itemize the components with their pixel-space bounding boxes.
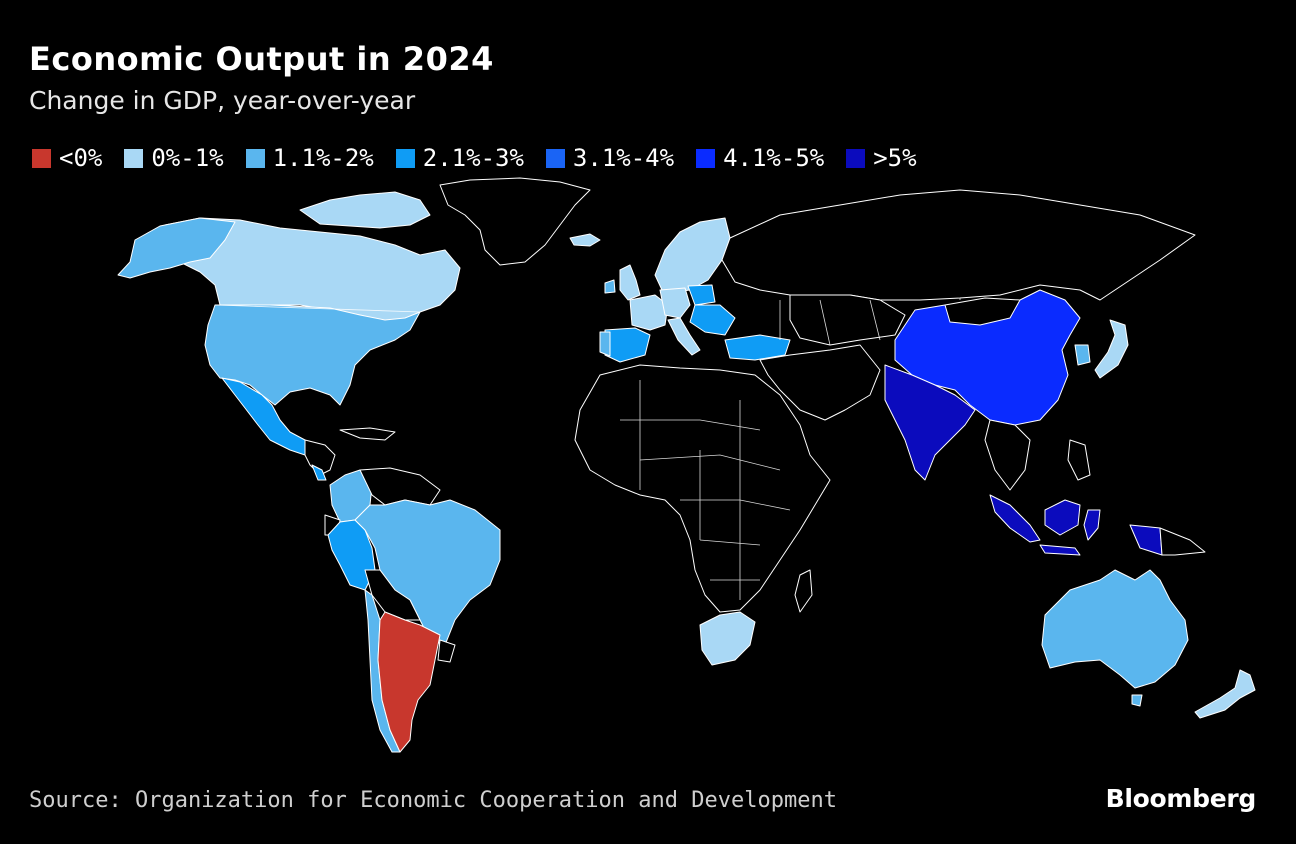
legend: <0% 0%-1% 1.1%-2% 2.1%-3% 3.1%-4% 4.1%-5… bbox=[32, 144, 939, 172]
region-mongolia bbox=[944, 297, 1021, 326]
region-indonesia-java bbox=[1039, 544, 1081, 556]
legend-label: 3.1%-4% bbox=[572, 144, 675, 172]
chart-title: Economic Output in 2024 bbox=[29, 40, 494, 78]
region-united-kingdom bbox=[619, 264, 641, 301]
region-southeast-asia bbox=[984, 419, 1031, 491]
region-australia bbox=[1041, 569, 1189, 689]
region-new-zealand bbox=[1194, 669, 1256, 719]
region-indonesia-borneo bbox=[1044, 499, 1081, 536]
region-africa bbox=[574, 364, 831, 613]
region-central-asia bbox=[789, 294, 906, 346]
region-indonesia-sumatra bbox=[989, 494, 1041, 543]
country-borders bbox=[214, 298, 961, 600]
world-map bbox=[117, 177, 1256, 753]
legend-item-2-3: 2.1%-3% bbox=[395, 144, 524, 172]
region-south-africa bbox=[699, 611, 756, 666]
legend-swatch bbox=[696, 148, 716, 168]
legend-item-1-2: 1.1%-2% bbox=[245, 144, 374, 172]
legend-swatch bbox=[32, 148, 51, 168]
legend-label: 0%-1% bbox=[151, 144, 224, 172]
region-philippines bbox=[1067, 439, 1091, 481]
region-russia bbox=[721, 189, 1196, 301]
region-caribbean bbox=[339, 427, 396, 441]
legend-item-3-4: 3.1%-4% bbox=[545, 144, 675, 172]
region-portugal bbox=[599, 331, 611, 357]
legend-item-over-5: >5% bbox=[846, 144, 917, 172]
region-brazil bbox=[354, 499, 501, 646]
legend-item-0-1: 0%-1% bbox=[124, 144, 224, 172]
region-uruguay bbox=[437, 639, 456, 663]
legend-swatch bbox=[545, 148, 565, 168]
legend-swatch bbox=[124, 148, 144, 168]
region-indonesia-papua bbox=[1129, 524, 1163, 556]
region-alaska bbox=[117, 217, 236, 279]
legend-swatch bbox=[846, 148, 866, 168]
region-indonesia-sulawesi bbox=[1083, 509, 1101, 541]
region-greenland bbox=[439, 177, 591, 266]
region-scandinavia bbox=[654, 217, 731, 293]
legend-swatch bbox=[245, 148, 265, 168]
chart-subtitle: Change in GDP, year-over-year bbox=[29, 86, 416, 115]
region-canada-islands bbox=[299, 191, 431, 229]
legend-label: >5% bbox=[873, 144, 917, 172]
region-united-states bbox=[204, 304, 421, 406]
region-argentina bbox=[377, 611, 441, 753]
legend-item-4-5: 4.1%-5% bbox=[696, 144, 824, 172]
region-iceland bbox=[569, 233, 601, 247]
region-japan bbox=[1094, 319, 1129, 379]
bloomberg-logo: Bloomberg bbox=[1105, 784, 1257, 813]
legend-item-negative: <0% bbox=[32, 144, 102, 172]
legend-label: 1.1%-2% bbox=[272, 144, 374, 172]
region-germany bbox=[659, 287, 691, 319]
region-ireland bbox=[604, 279, 616, 294]
region-iberia bbox=[604, 327, 651, 363]
legend-label: 4.1%-5% bbox=[723, 144, 825, 172]
region-tasmania bbox=[1131, 694, 1143, 707]
region-middle-east bbox=[759, 344, 881, 421]
region-poland bbox=[687, 284, 716, 306]
region-italy bbox=[667, 317, 701, 356]
source-note: Source: Organization for Economic Cooper… bbox=[29, 788, 837, 813]
region-eastern-europe bbox=[689, 304, 736, 336]
region-india bbox=[884, 364, 976, 481]
legend-label: <0% bbox=[59, 144, 103, 172]
region-costa-rica bbox=[311, 464, 327, 481]
region-venezuela bbox=[359, 467, 441, 506]
region-france bbox=[629, 294, 669, 331]
region-png bbox=[1159, 527, 1206, 556]
region-bolivia bbox=[364, 569, 421, 621]
region-madagascar bbox=[794, 569, 813, 613]
legend-label: 2.1%-3% bbox=[422, 144, 524, 172]
region-south-korea bbox=[1074, 344, 1091, 366]
region-turkey bbox=[724, 334, 791, 361]
legend-swatch bbox=[395, 148, 415, 168]
